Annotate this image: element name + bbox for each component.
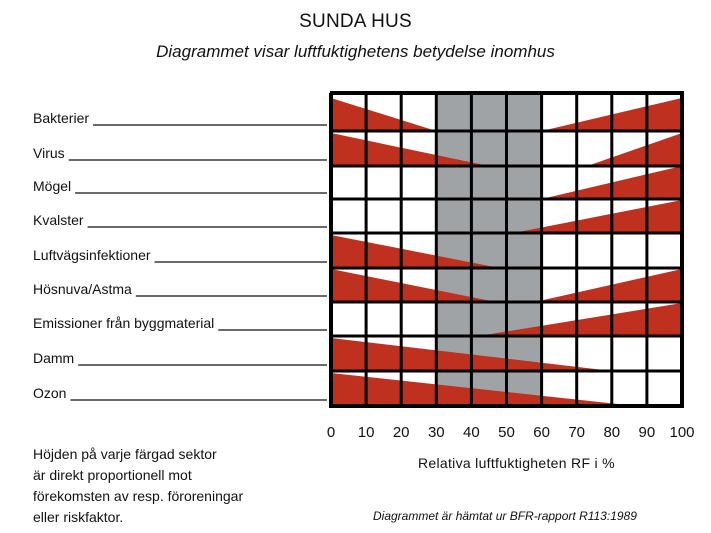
risk-wedge-low — [331, 269, 496, 302]
risk-wedge-high — [478, 303, 682, 336]
x-tick-label: 10 — [358, 424, 375, 441]
note-line: förekomsten av resp. föroreningar — [33, 488, 244, 504]
x-tick-label: 60 — [533, 424, 550, 441]
risk-wedge-low — [331, 98, 437, 131]
note-line: Höjden på varje färgad sektor — [33, 446, 217, 462]
risk-wedge-high — [587, 133, 682, 166]
category-label: Mögel — [33, 178, 71, 194]
x-tick-label: 0 — [327, 424, 335, 441]
category-label: Luftvägsinfektioner — [33, 247, 151, 263]
note-line: eller riskfaktor. — [33, 509, 124, 525]
risk-wedge-high — [534, 269, 682, 302]
explanation-note: Höjden på varje färgad sektor är direkt … — [33, 444, 243, 528]
category-label: Ozon — [33, 385, 66, 401]
x-tick-label: 40 — [463, 424, 480, 441]
x-tick-label: 30 — [428, 424, 445, 441]
chart-subtitle: Diagrammet visar luftfuktighetens betyde… — [156, 42, 555, 61]
chart-title: SUNDA HUS — [299, 11, 412, 32]
category-label: Hösnuva/Astma — [33, 281, 132, 297]
x-tick-label: 80 — [603, 424, 620, 441]
risk-wedge-high — [513, 200, 682, 233]
x-tick-label: 100 — [669, 424, 694, 441]
source-credit: Diagrammet är hämtat ur BFR-rapport R113… — [373, 509, 637, 523]
category-label: Bakterier — [33, 110, 89, 126]
x-tick-label: 90 — [639, 424, 656, 441]
category-label: Kvalster — [33, 212, 84, 228]
category-label: Virus — [33, 145, 65, 161]
category-label: Damm — [33, 350, 74, 366]
x-tick-label: 20 — [393, 424, 410, 441]
category-label: Emissioner från byggmaterial — [33, 315, 214, 331]
risk-wedge-low — [331, 235, 500, 268]
note-line: är direkt proportionell mot — [33, 467, 192, 483]
x-tick-label: 70 — [568, 424, 585, 441]
x-axis-label: Relativa luftfuktigheten RF i % — [418, 455, 615, 471]
x-tick-label: 50 — [498, 424, 515, 441]
risk-wedge-low — [331, 133, 489, 166]
risk-wedge-low — [331, 373, 637, 406]
